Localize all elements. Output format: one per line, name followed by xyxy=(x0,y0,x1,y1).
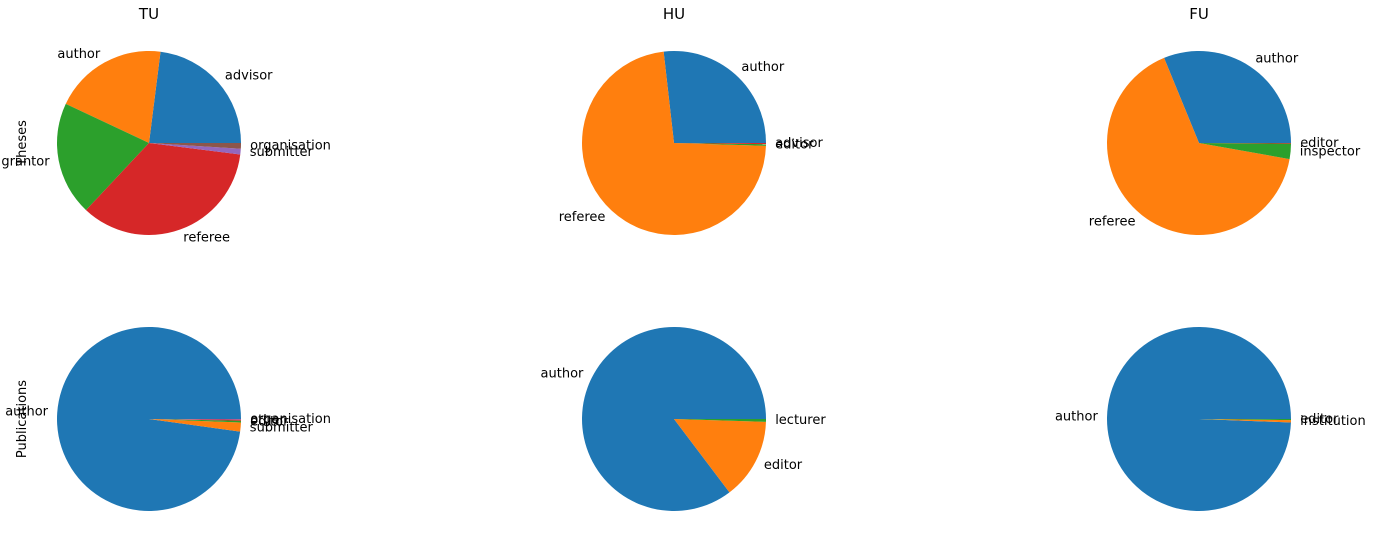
pie-label-editor: editor xyxy=(775,138,814,153)
pie-slice-author xyxy=(56,326,241,511)
row-labels: Theses Publications xyxy=(15,120,30,458)
pie-slice-editor xyxy=(674,419,766,493)
pie-slice-grantor xyxy=(57,103,150,211)
pie-label-institution: institution xyxy=(1300,414,1366,429)
pie-label-author: author xyxy=(57,47,100,62)
pie-slice-organisation xyxy=(149,419,242,420)
pie-slice-editor xyxy=(1199,143,1291,144)
pie-slice-editor xyxy=(1199,419,1291,421)
pie-label-editor: editor xyxy=(1300,412,1339,427)
pie-slice-advisor xyxy=(674,143,766,145)
pie-slice-author xyxy=(65,51,161,143)
pie-slice-submitter xyxy=(149,419,241,432)
pie-label-editor: editor xyxy=(764,458,803,473)
pie-label-editor: editor xyxy=(1300,136,1339,151)
pie-label-submitter: submitter xyxy=(250,145,314,160)
pie-slice-author xyxy=(663,51,766,144)
pie-label-author: author xyxy=(1055,410,1098,425)
pie-slice-author xyxy=(1164,50,1291,144)
pie-label-lecturer: lecturer xyxy=(775,413,826,428)
pie-label-referee: referee xyxy=(183,231,230,246)
pie-slice-author xyxy=(1107,327,1291,512)
pie-slice-referee xyxy=(582,51,766,235)
pie-slice-lecturer xyxy=(674,419,766,422)
pie-label-editor: editor xyxy=(250,414,289,429)
pie-label-advisor: advisor xyxy=(225,69,273,84)
pie-label-referee: referee xyxy=(1089,214,1136,229)
pie-label-author: author xyxy=(1255,51,1298,66)
pie-label-referee: referee xyxy=(559,210,606,225)
pie-slice-submitter xyxy=(149,143,241,155)
pie-slice-other xyxy=(149,419,241,421)
pie-label-advisor: advisor xyxy=(775,136,823,151)
pie-slice-author xyxy=(582,327,766,512)
row-label-publications: Publications xyxy=(15,380,30,458)
column-title-hu: HU xyxy=(663,5,685,23)
pie-label-author: author xyxy=(741,60,784,75)
pie-slice-referee xyxy=(86,143,241,236)
pie-slice-institution xyxy=(1199,419,1291,423)
pie-label-inspector: inspector xyxy=(1300,145,1361,160)
pie-slice-editor xyxy=(149,419,241,423)
pie-label-grantor: grantor xyxy=(1,154,50,169)
column-title-tu: TU xyxy=(138,5,159,23)
row-label-theses: Theses xyxy=(15,120,30,167)
pie-slice-inspector xyxy=(1199,143,1291,160)
pie-label-other: other xyxy=(250,413,285,428)
pie-label-author: author xyxy=(541,366,584,381)
pie-label-submitter: submitter xyxy=(250,420,314,435)
pie-label-author: author xyxy=(5,405,48,420)
pie-panels: advisorauthorgrantorrefereesubmitterorga… xyxy=(1,47,1366,512)
pie-slice-advisor xyxy=(149,51,241,143)
pie-slice-referee xyxy=(1107,57,1290,235)
pie-label-organisation: organisation xyxy=(250,412,331,427)
pie-slice-editor xyxy=(674,143,766,146)
pie-label-organisation: organisation xyxy=(250,139,331,154)
pie-hu-publications: author editor lecturer xyxy=(541,327,826,512)
column-title-fu: FU xyxy=(1189,5,1209,23)
column-titles: TU HU FU xyxy=(138,5,1209,23)
pie-tu-theses: advisor author grantor referee submitterorga… xyxy=(1,47,331,246)
pie-slice-organisation xyxy=(149,143,241,149)
